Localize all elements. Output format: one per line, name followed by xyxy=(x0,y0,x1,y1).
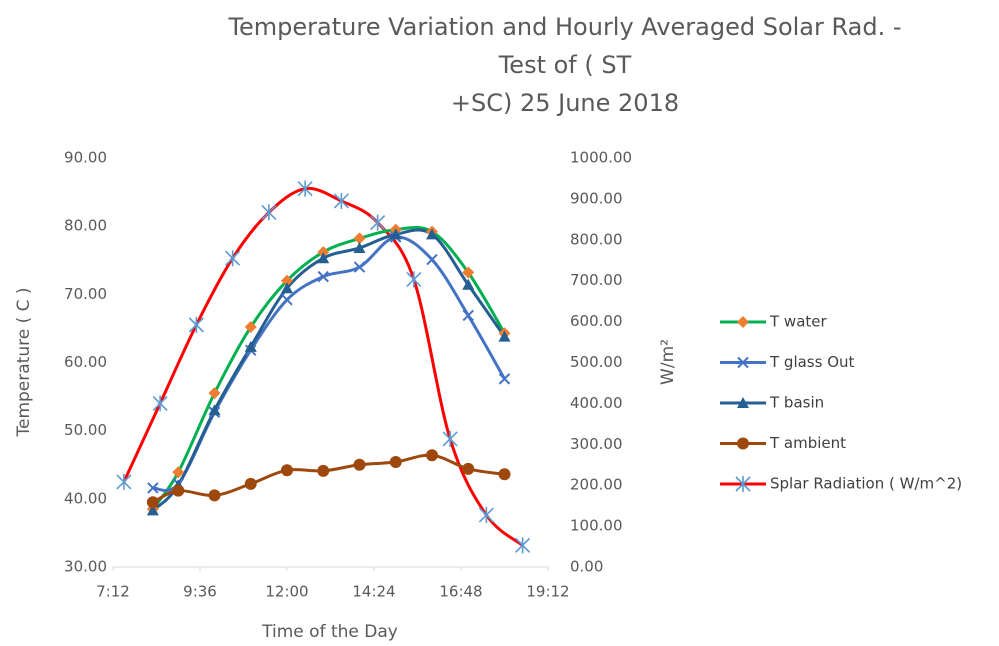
legend-item: T glass Out xyxy=(720,353,855,371)
y-axis-title: Temperature ( C ) xyxy=(14,287,34,437)
marker xyxy=(737,437,749,450)
legend-label: T basin xyxy=(769,394,824,412)
marker xyxy=(370,214,386,231)
y-tick-label: 60.00 xyxy=(64,353,107,371)
marker xyxy=(297,180,313,197)
marker xyxy=(426,449,438,462)
marker xyxy=(389,228,402,240)
y-tick-label: 30.00 xyxy=(64,558,107,576)
y-tick-label: 90.00 xyxy=(64,149,107,167)
marker xyxy=(281,274,293,287)
y2-tick-label: 700.00 xyxy=(570,271,623,289)
marker xyxy=(172,484,185,497)
y-tick-label: 80.00 xyxy=(64,217,107,235)
y2-tick-label: 300.00 xyxy=(570,435,623,453)
y2-tick-label: 400.00 xyxy=(570,394,623,412)
marker xyxy=(146,504,159,516)
marker xyxy=(225,250,241,267)
marker xyxy=(353,458,366,471)
marker xyxy=(389,456,402,469)
legend-label: T ambient xyxy=(769,434,846,452)
marker xyxy=(462,266,475,279)
marker xyxy=(737,356,749,369)
y2-tick-label: 800.00 xyxy=(570,230,623,248)
marker xyxy=(426,228,438,240)
chart-title: Temperature Variation and Hourly Average… xyxy=(227,13,901,41)
marker xyxy=(442,430,458,447)
series-line xyxy=(152,235,506,492)
chart-title: +SC) 25 June 2018 xyxy=(451,89,679,117)
marker xyxy=(281,282,293,294)
legend-item: T water xyxy=(720,313,828,331)
series-line xyxy=(151,225,506,510)
series-line xyxy=(122,186,524,547)
marker xyxy=(317,252,330,264)
marker xyxy=(498,373,511,385)
marker xyxy=(478,507,494,524)
marker xyxy=(498,330,511,342)
legend-item: T basin xyxy=(720,394,824,412)
y2-tick-label: 0.00 xyxy=(570,558,603,576)
marker xyxy=(737,316,749,328)
marker xyxy=(426,253,438,266)
y2-tick-label: 600.00 xyxy=(570,312,623,330)
x-axis-title: Time of the Day xyxy=(261,622,398,642)
y2-tick-label: 1000.00 xyxy=(570,149,632,167)
marker xyxy=(208,387,221,400)
marker xyxy=(737,397,749,408)
legend-label: Splar Radiation ( W/m^2) xyxy=(770,475,962,493)
marker xyxy=(172,466,185,479)
x-tick-label: 12:00 xyxy=(265,583,308,601)
marker xyxy=(152,395,168,412)
x-tick-label: 19:12 xyxy=(526,583,569,601)
y2-tick-label: 100.00 xyxy=(570,517,623,535)
marker xyxy=(462,309,474,322)
marker xyxy=(462,462,475,475)
marker xyxy=(208,404,221,416)
x-tick-label: 16:48 xyxy=(439,583,482,601)
y2-tick-label: 200.00 xyxy=(570,476,623,494)
marker xyxy=(317,270,329,283)
marker xyxy=(498,468,511,481)
marker xyxy=(261,204,277,221)
y-tick-label: 40.00 xyxy=(64,489,107,507)
marker xyxy=(244,477,257,490)
y2-tick-label: 500.00 xyxy=(570,353,623,371)
marker xyxy=(244,321,257,334)
marker xyxy=(515,537,531,554)
marker xyxy=(353,241,366,253)
marker xyxy=(208,489,221,502)
legend-label: T water xyxy=(769,313,828,331)
x-tick-label: 14:24 xyxy=(352,583,395,601)
marker xyxy=(317,246,330,259)
marker xyxy=(281,294,293,306)
marker xyxy=(735,476,751,492)
legend-item: T ambient xyxy=(720,434,846,452)
series-line xyxy=(152,453,505,504)
marker xyxy=(353,261,366,273)
y2-tick-label: 900.00 xyxy=(570,189,623,207)
marker xyxy=(333,192,349,209)
legend-label: T glass Out xyxy=(769,353,855,371)
marker xyxy=(244,340,257,352)
y-tick-label: 70.00 xyxy=(64,285,107,303)
x-tick-label: 7:12 xyxy=(96,583,130,601)
x-tick-label: 9:36 xyxy=(183,583,217,601)
marker xyxy=(188,316,204,333)
marker xyxy=(462,278,475,290)
marker xyxy=(353,232,366,245)
marker xyxy=(317,464,330,477)
legend-item: Splar Radiation ( W/m^2) xyxy=(720,475,962,493)
y-tick-label: 50.00 xyxy=(64,421,107,439)
marker xyxy=(281,464,293,477)
marker xyxy=(146,496,159,509)
chart-title: Test of ( ST xyxy=(498,51,632,79)
marker xyxy=(147,482,159,494)
marker xyxy=(406,271,422,288)
marker xyxy=(116,473,132,490)
y2-axis-title: W/m² xyxy=(658,339,678,385)
